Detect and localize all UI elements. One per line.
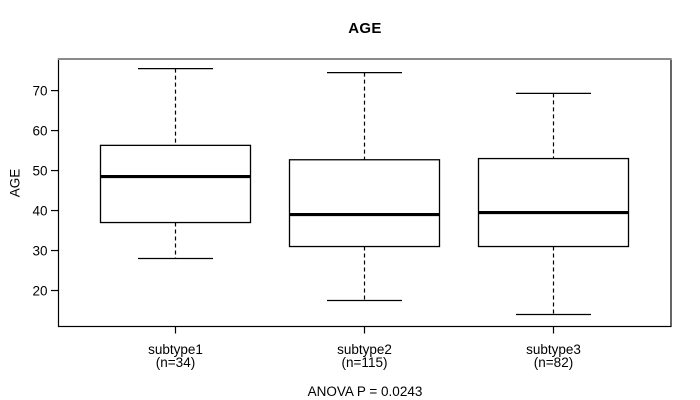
x-tick-sublabel: (n=82) — [534, 355, 573, 370]
y-tick-label: 50 — [32, 163, 47, 178]
x-tick-sublabel: (n=34) — [156, 355, 195, 370]
x-tick-sublabel: (n=115) — [342, 355, 388, 370]
iqr-box — [99, 144, 252, 224]
anova-annotation: ANOVA P = 0.0243 — [307, 384, 423, 399]
y-tick-label: 20 — [32, 283, 47, 298]
chart-title: AGE — [348, 20, 382, 37]
x-tick-label: subtype2 — [337, 342, 392, 357]
iqr-box — [288, 159, 441, 248]
y-tick-label: 70 — [32, 83, 47, 98]
y-tick-label: 40 — [32, 203, 47, 218]
y-tick-label: 30 — [32, 243, 47, 258]
x-tick-label: subtype3 — [526, 342, 581, 357]
y-tick-label: 60 — [32, 123, 47, 138]
iqr-box — [477, 157, 630, 248]
x-tick-label: subtype1 — [148, 342, 203, 357]
